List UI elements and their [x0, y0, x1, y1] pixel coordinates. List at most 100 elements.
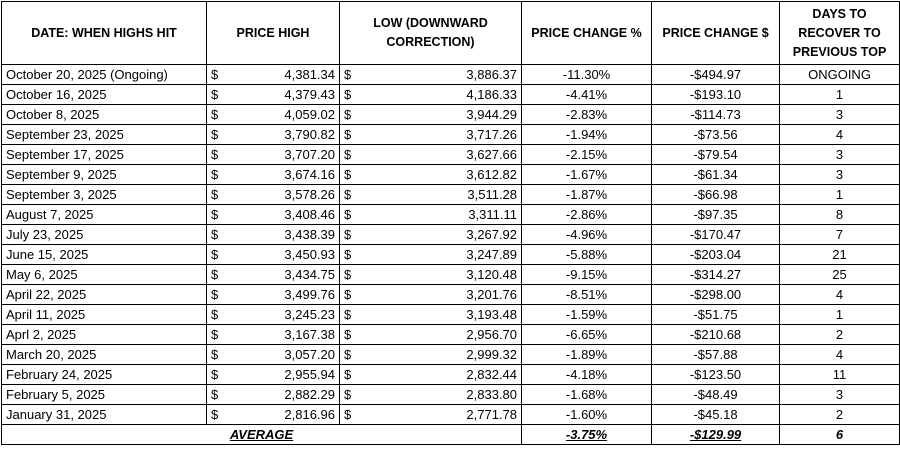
cell: ONGOING	[779, 64, 900, 85]
table-row: July 23, 2025 $3,438.39 $3,267.92 -4.96% -$1…	[1, 224, 900, 245]
cell: May 6, 2025	[1, 264, 207, 285]
currency-sign: $	[206, 264, 224, 285]
cell: 3,886.37	[356, 64, 523, 85]
table-row: October 8, 2025 $4,059.02 $3,944.29 -2.83% -…	[1, 104, 900, 125]
cell: 4,186.33	[356, 84, 523, 105]
cell: 3,057.20	[223, 344, 340, 365]
table-row: February 24, 2025 $2,955.94 $2,832.44 -4.18…	[1, 364, 900, 385]
currency-sign: $	[206, 64, 224, 85]
currency-sign: $	[206, 284, 224, 305]
header-cell: PRICE CHANGE $	[651, 1, 781, 65]
cell: 4,381.34	[223, 64, 340, 85]
cell: -1.87%	[521, 184, 653, 205]
table-row: August 7, 2025 $3,408.46 $3,311.11 -2.86% -$…	[1, 204, 900, 225]
currency-sign: $	[339, 84, 357, 105]
cell: 3,450.93	[223, 244, 340, 265]
cell: -5.88%	[521, 244, 653, 265]
cell: -$314.27	[651, 264, 781, 285]
currency-sign: $	[206, 164, 224, 185]
currency-sign: $	[206, 184, 224, 205]
currency-sign: $	[339, 144, 357, 165]
cell: -$170.47	[651, 224, 781, 245]
currency-sign: $	[339, 224, 357, 245]
cell: -2.15%	[521, 144, 653, 165]
currency-sign: $	[206, 344, 224, 365]
header-row: DATE: WHEN HIGHS HIT PRICE HIGH LOW (DOWNW…	[1, 1, 900, 65]
currency-sign: $	[339, 124, 357, 145]
cell: March 20, 2025	[1, 344, 207, 365]
cell: 8	[779, 204, 900, 225]
cell: -9.15%	[521, 264, 653, 285]
table-row: September 9, 2025 $3,674.16 $3,612.82 -1.67…	[1, 164, 900, 185]
cell: 3,499.76	[223, 284, 340, 305]
cell: -$114.73	[651, 104, 781, 125]
cell: October 20, 2025 (Ongoing)	[1, 64, 207, 85]
cell: 1	[779, 84, 900, 105]
currency-sign: $	[206, 84, 224, 105]
currency-sign: $	[339, 264, 357, 285]
cell: 7	[779, 224, 900, 245]
cell: 3	[779, 144, 900, 165]
cell: -1.59%	[521, 304, 653, 325]
cell: 2,882.29	[223, 384, 340, 405]
cell: 3,790.82	[223, 124, 340, 145]
cell: 1	[779, 304, 900, 325]
cell: 3,408.46	[223, 204, 340, 225]
cell: -$66.98	[651, 184, 781, 205]
currency-sign: $	[339, 244, 357, 265]
currency-sign: $	[206, 204, 224, 225]
cell: October 8, 2025	[1, 104, 207, 125]
cell: -1.68%	[521, 384, 653, 405]
cell: -2.86%	[521, 204, 653, 225]
currency-sign: $	[339, 324, 357, 345]
cell: October 16, 2025	[1, 84, 207, 105]
cell: June 15, 2025	[1, 244, 207, 265]
cell: 3,434.75	[223, 264, 340, 285]
cell: -$193.10	[651, 84, 781, 105]
cell: -11.30%	[521, 64, 653, 85]
header-cell: LOW (DOWNWARD CORRECTION)	[338, 1, 523, 65]
cell: -$79.54	[651, 144, 781, 165]
cell: -$494.97	[651, 64, 781, 85]
cell: September 9, 2025	[1, 164, 207, 185]
currency-sign: $	[206, 124, 224, 145]
cell: 3,167.38	[223, 324, 340, 345]
cell: -$61.34	[651, 164, 781, 185]
table-row: April 11, 2025 $3,245.23 $3,193.48 -1.59% -$…	[1, 304, 900, 325]
cell: 3,247.89	[356, 244, 523, 265]
cell: -$210.68	[651, 324, 781, 345]
currency-sign: $	[339, 104, 357, 125]
cell: 11	[779, 364, 900, 385]
cell: 3,511.28	[356, 184, 523, 205]
currency-sign: $	[339, 164, 357, 185]
cell: 2,833.80	[356, 384, 523, 405]
cell: Aprl 2, 2025	[1, 324, 207, 345]
cell: -$97.35	[651, 204, 781, 225]
currency-sign: $	[206, 224, 224, 245]
header-cell: DATE: WHEN HIGHS HIT	[1, 1, 207, 65]
cell: February 24, 2025	[1, 364, 207, 385]
cell: April 22, 2025	[1, 284, 207, 305]
cell: 3	[779, 104, 900, 125]
cell: 3,120.48	[356, 264, 523, 285]
cell: 25	[779, 264, 900, 285]
cell: 3,245.23	[223, 304, 340, 325]
cell: 2,955.94	[223, 364, 340, 385]
table-row: June 15, 2025 $3,450.93 $3,247.89 -5.88% -$2…	[1, 244, 900, 265]
cell: 3,193.48	[356, 304, 523, 325]
table-row: Aprl 2, 2025 $3,167.38 $2,956.70 -6.65% -$21…	[1, 324, 900, 345]
table-row: March 20, 2025 $3,057.20 $2,999.32 -1.89% -$…	[1, 344, 900, 365]
cell: 3,707.20	[223, 144, 340, 165]
cell: 2,999.32	[356, 344, 523, 365]
header-cell: DAYS TO RECOVER TO PREVIOUS TOP	[779, 1, 900, 65]
cell: 3,201.76	[356, 284, 523, 305]
cell: -$203.04	[651, 244, 781, 265]
cell: 2,832.44	[356, 364, 523, 385]
currency-sign: $	[206, 364, 224, 385]
cell: -$123.50	[651, 364, 781, 385]
cell: -4.18%	[521, 364, 653, 385]
cell: 1	[779, 184, 900, 205]
cell: 3,944.29	[356, 104, 523, 125]
currency-sign: $	[206, 144, 224, 165]
cell: 3,311.11	[356, 204, 523, 225]
